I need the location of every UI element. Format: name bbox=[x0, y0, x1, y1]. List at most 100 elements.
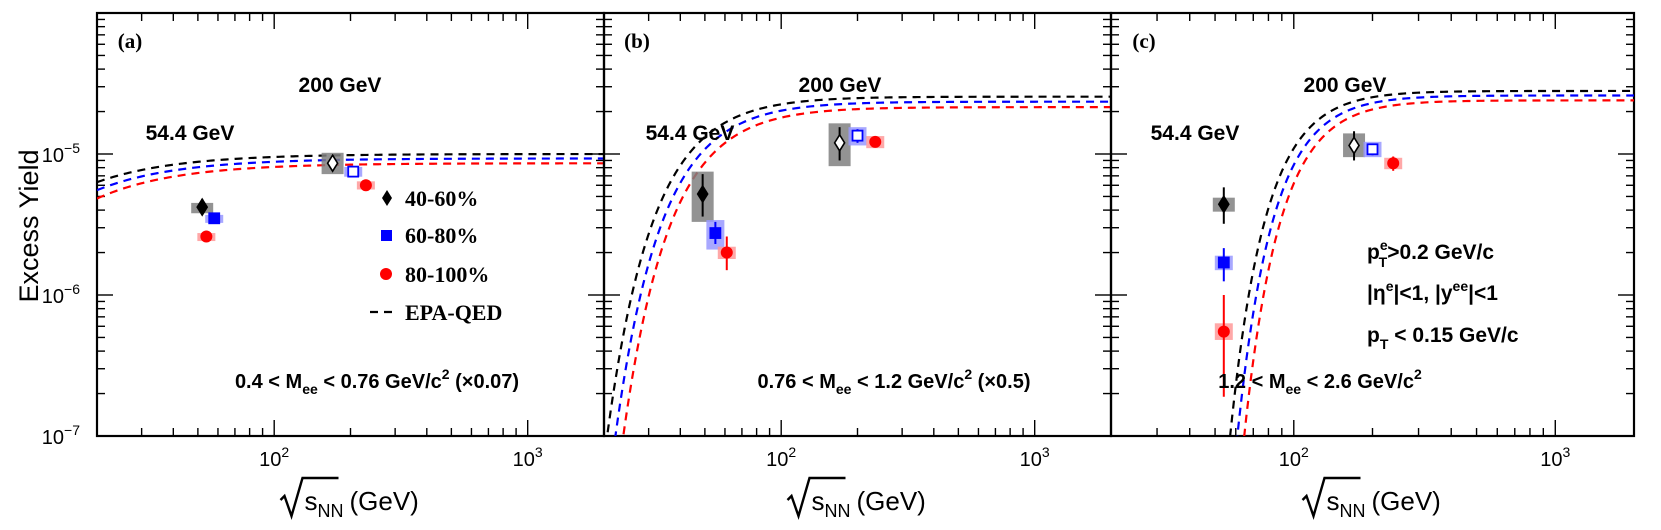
cut-eta-y: |ηe|<1, |yee|<1 bbox=[1367, 278, 1498, 305]
data-marker-circle bbox=[200, 230, 213, 243]
kinematic-cuts: pe T>0.2 GeV/c |ηe|<1, |yee|<1 pT < 0.15 … bbox=[1367, 237, 1519, 352]
mass-range-mid: < 2.6 GeV/c bbox=[1301, 371, 1414, 393]
y-tick-label: 10−5 bbox=[42, 140, 80, 167]
x-tick-label: 103 bbox=[1540, 444, 1570, 471]
mass-range-sub: ee bbox=[1286, 381, 1302, 397]
mass-range-mid: < 0.76 GeV/c bbox=[318, 371, 442, 393]
data-marker-square bbox=[709, 227, 722, 239]
data-marker-diamond bbox=[696, 184, 709, 204]
epa-curve-80-100 bbox=[622, 106, 1111, 436]
data-marker-square bbox=[1366, 143, 1379, 156]
y-tick-exp: −5 bbox=[64, 140, 80, 156]
x-axis-title-text: sNN (GeV) bbox=[1327, 486, 1441, 521]
data-marker-diamond bbox=[1348, 135, 1360, 155]
mass-range-sub: ee bbox=[302, 381, 318, 397]
energy-label-54: 54.4 GeV bbox=[646, 122, 735, 145]
cut-pt-pair: pT < 0.15 GeV/c bbox=[1367, 324, 1519, 352]
x-tick-exp: 3 bbox=[535, 444, 543, 460]
sqrt-symbol bbox=[1301, 476, 1361, 520]
mass-range-mid: < 1.2 GeV/c bbox=[851, 371, 964, 393]
mass-range-sup: 2 bbox=[1414, 366, 1422, 382]
energy-label-54: 54.4 GeV bbox=[146, 122, 235, 145]
x-axis-title: sNN (GeV) bbox=[1301, 476, 1441, 521]
data-marker-circle bbox=[869, 135, 882, 148]
x-axis-title-sub: NN bbox=[318, 501, 344, 521]
x-axis-title-sub: NN bbox=[825, 501, 851, 521]
x-tick-label: 102 bbox=[766, 444, 796, 471]
x-axis-title-text: sNN (GeV) bbox=[305, 486, 419, 521]
epa-curve-40-60 bbox=[97, 152, 604, 184]
x-axis-title-sub: NN bbox=[1340, 501, 1366, 521]
epa-curve-80-100 bbox=[97, 162, 604, 200]
data-marker-diamond bbox=[326, 153, 339, 173]
data-marker-square bbox=[1217, 256, 1230, 269]
series-60-80 bbox=[205, 165, 363, 225]
energy-label-54: 54.4 GeV bbox=[1151, 122, 1240, 145]
legend-diamond-marker bbox=[382, 190, 392, 206]
x-tick-exp: 3 bbox=[1563, 444, 1571, 460]
x-tick-exp: 2 bbox=[281, 444, 289, 460]
y-tick-exp: −7 bbox=[64, 422, 80, 438]
y-tick-label: 10−6 bbox=[42, 281, 80, 308]
mass-range-sub: ee bbox=[836, 381, 852, 397]
series-40-60 bbox=[691, 123, 851, 222]
mass-range-post: (×0.07) bbox=[450, 371, 519, 393]
mass-range-label: 1.2 < Mee < 2.6 GeV/c2 bbox=[1218, 366, 1422, 397]
x-axis-title: sNN (GeV) bbox=[279, 476, 419, 521]
epa-curve-80-100 bbox=[1243, 99, 1634, 436]
data-marker-diamond bbox=[1217, 194, 1230, 214]
series-40-60 bbox=[1212, 131, 1366, 224]
x-tick-label: 102 bbox=[1279, 444, 1309, 471]
x-tick-label: 102 bbox=[259, 444, 289, 471]
epa-qed-curves bbox=[606, 95, 1111, 436]
cut-pt-electron: pe T>0.2 GeV/c bbox=[1367, 237, 1494, 270]
data-marker-circle bbox=[359, 179, 372, 192]
y-tick-base: 10 bbox=[42, 427, 64, 449]
series-80-100 bbox=[1214, 156, 1403, 397]
x-tick-base: 10 bbox=[259, 449, 281, 471]
data-marker-diamond bbox=[833, 133, 846, 153]
energy-label-200: 200 GeV bbox=[299, 74, 382, 97]
x-axis-titles: sNN (GeV) sNN (GeV) sNN (GeV) bbox=[279, 476, 1441, 521]
sqrt-symbol bbox=[279, 476, 339, 520]
x-tick-base: 10 bbox=[513, 449, 535, 471]
x-axis-title-unit: (GeV) bbox=[350, 486, 419, 516]
epa-curve-60-80 bbox=[614, 100, 1111, 436]
energy-label-200: 200 GeV bbox=[1304, 74, 1387, 97]
x-axis-title-main: s bbox=[305, 486, 318, 516]
panel-label: (a) bbox=[118, 29, 143, 53]
x-tick-labels: 102 103 102 103 102 103 bbox=[259, 444, 1570, 471]
epa-curve-60-80 bbox=[1236, 94, 1634, 436]
epa-qed-curves bbox=[1229, 89, 1634, 436]
legend-circle-marker bbox=[380, 268, 392, 280]
mass-range-post: (×0.5) bbox=[972, 371, 1030, 393]
x-axis-title-main: s bbox=[812, 486, 825, 516]
mass-range-label: 0.76 < Mee < 1.2 GeV/c2 (×0.5) bbox=[758, 366, 1031, 397]
x-axis-title-unit: (GeV) bbox=[857, 486, 926, 516]
data-marker-circle bbox=[720, 246, 733, 259]
x-tick-base: 10 bbox=[1279, 449, 1301, 471]
legend-label-epa-qed: EPA-QED bbox=[405, 300, 502, 325]
panel-a: (a) 200 GeV 54.4 GeV 0.4 < Mee < 0.76 GeV/c… bbox=[95, 11, 606, 438]
mass-range-pre: 1.2 < M bbox=[1218, 371, 1285, 393]
x-tick-exp: 3 bbox=[1042, 444, 1050, 460]
legend-square-marker bbox=[381, 230, 392, 241]
mass-range-label: 0.4 < Mee < 0.76 GeV/c2 (×0.07) bbox=[235, 366, 519, 397]
y-tick-exp: −6 bbox=[64, 281, 80, 297]
epa-curve-40-60 bbox=[1229, 89, 1634, 436]
series-40-60 bbox=[191, 152, 344, 217]
epa-curve-40-60 bbox=[606, 95, 1111, 436]
x-tick-base: 10 bbox=[766, 449, 788, 471]
series-60-80 bbox=[1214, 141, 1382, 282]
x-tick-base: 10 bbox=[1020, 449, 1042, 471]
legend-label-60-80: 60-80% bbox=[405, 223, 478, 248]
series-80-100 bbox=[717, 135, 885, 271]
data-marker-diamond bbox=[196, 197, 209, 217]
y-tick-label: 10−7 bbox=[42, 422, 80, 449]
panel-label: (b) bbox=[624, 29, 650, 53]
epa-qed-curves bbox=[97, 152, 604, 200]
y-tick-base: 10 bbox=[42, 145, 64, 167]
x-axis-title-main: s bbox=[1327, 486, 1340, 516]
data-marker-square bbox=[851, 129, 864, 142]
y-tick-labels: 10−510−610−7 bbox=[42, 140, 80, 449]
